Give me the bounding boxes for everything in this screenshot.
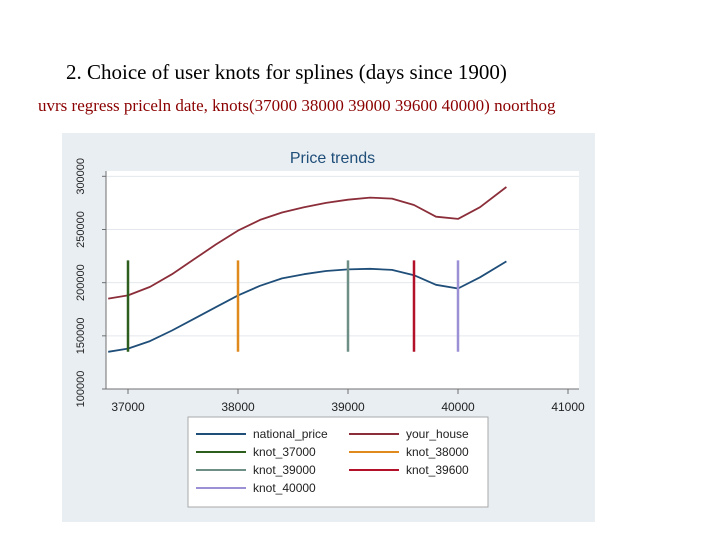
y-tick-label: 100000 [75,371,87,408]
legend-knot-39600-label: knot_39600 [406,463,469,477]
legend-knot-40000-label: knot_40000 [253,481,316,495]
legend-knot-37000-label: knot_37000 [253,445,316,459]
legend-box [187,416,489,508]
y-tick-label: 150000 [75,317,87,354]
price-trends-chart: Price trends 100000 150000 200000 250000 3000… [62,133,595,522]
legend-knot-39000-label: knot_39000 [253,463,316,477]
series-national-price-line [108,260,507,353]
x-tick-label: 40000 [441,400,475,414]
plot-area [106,171,579,389]
y-tick-label: 250000 [75,211,87,248]
y-tick-label: 200000 [75,264,87,301]
legend-knot-38000-label: knot_38000 [406,445,469,459]
y-tick-label: 300000 [75,158,87,195]
x-tick-label: 39000 [331,400,365,414]
legend-your-house-label: your_house [406,427,469,441]
slide-title: 2. Choice of user knots for splines (day… [66,60,507,84]
x-tick-label: 38000 [221,400,255,414]
stata-command: uvrs regress priceln date, knots(37000 3… [38,96,556,115]
chart-svg: Price trends 100000 150000 200000 250000 3000… [62,133,595,522]
legend-national-price-label: national_price [253,427,328,441]
series-your-house-line [108,186,507,300]
x-tick-label: 41000 [551,400,585,414]
x-tick-label: 37000 [111,400,145,414]
chart-title: Price trends [290,150,375,167]
